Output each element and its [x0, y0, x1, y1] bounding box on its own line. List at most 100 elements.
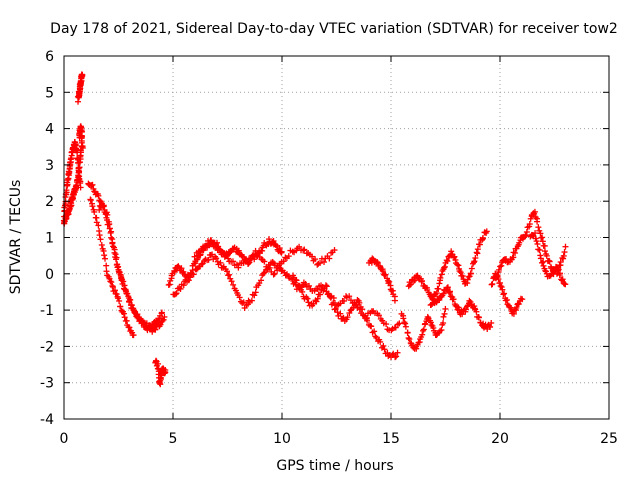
data-point	[258, 277, 265, 284]
data-point	[562, 281, 569, 288]
data-point	[317, 260, 324, 267]
data-point	[451, 253, 458, 260]
data-point	[375, 312, 382, 319]
data-point	[223, 252, 230, 259]
data-point	[209, 251, 216, 258]
x-tick-label: 25	[600, 431, 618, 447]
data-point	[266, 264, 273, 271]
data-point	[240, 299, 247, 306]
data-point	[217, 259, 224, 266]
data-point	[124, 290, 131, 297]
y-axis-label: SDTVAR / TECUs	[8, 180, 24, 295]
data-point	[377, 338, 384, 345]
data-point	[252, 289, 259, 296]
data-point	[472, 255, 479, 262]
data-point	[108, 228, 115, 235]
data-point	[104, 211, 111, 218]
data-point	[474, 246, 481, 253]
data-point	[353, 302, 360, 309]
data-point	[162, 367, 169, 374]
data-point	[101, 252, 108, 259]
data-point	[380, 342, 387, 349]
data-point	[103, 262, 110, 269]
data-point	[76, 164, 83, 171]
data-point	[438, 271, 445, 278]
data-point	[436, 280, 443, 287]
data-point	[276, 245, 283, 252]
data-point	[442, 305, 449, 312]
data-point	[534, 218, 541, 225]
data-point	[280, 258, 287, 265]
data-point	[191, 253, 198, 260]
data-point	[301, 246, 308, 253]
data-point	[483, 228, 490, 235]
data-point	[440, 320, 447, 327]
data-point	[79, 144, 86, 151]
data-point	[305, 299, 312, 306]
data-point	[102, 255, 109, 262]
data-point	[111, 246, 118, 253]
data-point	[271, 270, 278, 277]
data-point	[459, 273, 466, 280]
data-point	[446, 253, 453, 260]
data-point	[157, 321, 164, 328]
data-point	[539, 238, 546, 245]
data-point	[441, 263, 448, 270]
data-point	[371, 328, 378, 335]
data-point	[499, 286, 506, 293]
data-point	[347, 307, 354, 314]
data-point	[107, 278, 114, 285]
data-point	[543, 252, 550, 259]
data-point	[224, 268, 231, 275]
data-point	[404, 329, 411, 336]
data-point	[535, 246, 542, 253]
y-tick-label: -3	[40, 376, 54, 392]
data-point	[228, 278, 235, 285]
data-point	[306, 282, 313, 289]
data-point	[121, 282, 128, 289]
data-point	[494, 272, 501, 279]
data-point	[171, 269, 178, 276]
data-point	[159, 317, 166, 324]
data-point	[330, 294, 337, 301]
y-tick-label: 1	[45, 231, 54, 247]
y-tick-label: 0	[45, 267, 54, 283]
data-point	[533, 238, 540, 245]
data-point	[557, 270, 564, 277]
data-point	[270, 271, 277, 278]
data-point	[252, 247, 259, 254]
data-point	[98, 241, 105, 248]
data-point	[428, 301, 435, 308]
data-point	[225, 255, 232, 262]
data-point	[213, 255, 220, 262]
data-point	[475, 314, 482, 321]
x-tick-label: 10	[273, 431, 291, 447]
data-point	[456, 268, 463, 275]
data-point	[555, 266, 562, 273]
data-point	[77, 184, 84, 191]
data-point	[116, 269, 123, 276]
data-point	[109, 239, 116, 246]
data-point	[93, 219, 100, 226]
data-point	[248, 297, 255, 304]
data-point	[420, 327, 427, 334]
data-point	[314, 295, 321, 302]
data-point	[497, 263, 504, 270]
data-point	[488, 319, 495, 326]
data-point	[332, 305, 339, 312]
data-point	[459, 311, 466, 318]
data-point	[116, 297, 123, 304]
data-point	[394, 349, 401, 356]
data-point	[187, 274, 194, 281]
data-point	[559, 276, 566, 283]
data-point	[382, 271, 389, 278]
data-point	[323, 288, 330, 295]
data-point	[299, 288, 306, 295]
data-point	[172, 291, 179, 298]
data-point	[302, 280, 309, 287]
data-point	[383, 321, 390, 328]
data-point	[295, 282, 302, 289]
data-point	[341, 297, 348, 304]
data-point	[304, 295, 311, 302]
